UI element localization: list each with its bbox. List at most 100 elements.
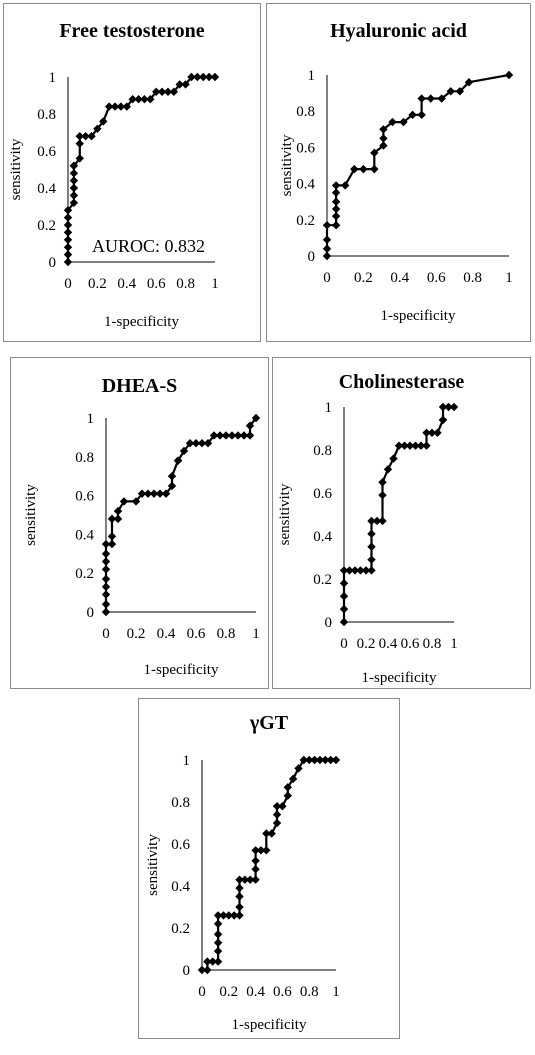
data-point-marker	[215, 431, 225, 440]
data-point-marker	[378, 516, 387, 526]
data-point-marker	[245, 431, 255, 440]
data-point-marker	[322, 235, 332, 244]
data-point-marker	[81, 132, 90, 141]
data-point-marker	[101, 574, 111, 584]
data-point-marker	[417, 110, 426, 120]
data-point-marker	[394, 441, 404, 450]
data-point-marker	[104, 102, 114, 111]
data-point-marker	[213, 930, 223, 939]
data-point-marker	[179, 446, 189, 456]
x-axis-label: 1-specificity	[381, 308, 456, 324]
chart-svg-ggt: γGT 0 0.2 0.4 0.6 0.8 1 0 0.2 0.4 0.6 0.8 1 1-specifi…	[145, 712, 341, 1033]
x-tick-label: 0.2	[127, 626, 146, 642]
data-point-marker	[101, 549, 111, 558]
data-point-marker	[245, 421, 255, 430]
data-point-marker	[224, 911, 233, 920]
x-tick-label: 0	[102, 626, 110, 642]
chart-svg-dhea-s: DHEA-S 0 0.2 0.4 0.6 0.8 1 0 0.2 0.4 0.6 0.8 1 1-spec…	[23, 375, 261, 678]
chart-title: Cholinesterase	[339, 371, 465, 393]
data-point-marker	[331, 188, 341, 197]
y-tick-label: 0	[87, 605, 95, 621]
chart-panel-cholinesterase: Cholinesterase 0 0.2 0.4 0.6 0.8 1 0 0.2 0.4 0.6 0.…	[272, 357, 531, 689]
data-point-marker	[367, 542, 376, 551]
data-point-marker	[87, 132, 96, 141]
data-point-marker	[383, 465, 393, 474]
data-point-marker	[63, 220, 73, 230]
roc-curve-line	[66, 75, 215, 262]
data-point-marker	[152, 87, 161, 96]
x-axis-label: 1-specificity	[104, 314, 179, 330]
x-tick-label: 0.8	[463, 270, 482, 286]
data-point-marker	[69, 183, 79, 193]
data-point-marker	[167, 472, 177, 481]
data-point-marker	[331, 755, 341, 765]
y-tick-label: 0.8	[313, 443, 332, 459]
roc-curve-line	[202, 758, 336, 972]
data-point-marker	[331, 197, 341, 206]
y-axis-label: sensitivity	[8, 138, 24, 200]
y-tick-label: 1	[87, 411, 95, 427]
data-point-marker	[173, 456, 183, 465]
data-point-marker	[322, 221, 332, 230]
data-point-marker	[251, 865, 260, 874]
data-point-marker	[321, 755, 330, 765]
data-point-marker	[140, 95, 149, 104]
data-point-marker	[75, 139, 84, 148]
data-point-marker	[167, 481, 177, 491]
x-tick-label: 0.4	[390, 270, 409, 286]
data-point-marker	[367, 529, 376, 539]
y-tick-label: 0.4	[313, 529, 332, 545]
data-point-marker	[400, 441, 409, 450]
data-point-marker	[411, 441, 420, 450]
data-point-marker	[113, 506, 123, 516]
data-point-marker	[350, 164, 359, 174]
data-point-marker	[417, 94, 426, 103]
data-point-marker	[331, 221, 341, 230]
x-tick-label: 0	[198, 984, 206, 1000]
data-point-marker	[63, 250, 73, 259]
y-tick-label: 1	[308, 68, 316, 84]
data-point-marker	[131, 497, 141, 506]
y-tick-label: 0.2	[171, 921, 190, 937]
data-point-marker	[116, 102, 126, 111]
x-tick-label: 0	[323, 270, 331, 286]
data-point-marker	[63, 235, 73, 244]
data-point-marker	[370, 148, 379, 158]
data-point-marker	[444, 402, 453, 412]
data-point-marker	[63, 257, 73, 267]
data-point-marker	[278, 802, 287, 811]
data-point-marker	[426, 94, 435, 103]
chart-panel-free-testosterone: Free testosterone 0 0.2 0.4 0.6 0.8 1 0 0.2 0.4 0.…	[3, 3, 261, 342]
x-tick-label: 0.4	[157, 626, 176, 642]
data-point-marker	[416, 441, 426, 450]
data-point-marker	[101, 590, 111, 599]
y-tick-label: 0	[49, 255, 57, 271]
data-point-marker	[213, 957, 223, 966]
data-point-marker	[438, 415, 448, 425]
data-point-marker	[379, 125, 388, 134]
data-point-marker	[69, 198, 79, 207]
data-point-marker	[63, 228, 73, 237]
chart-title: Free testosterone	[59, 20, 204, 42]
data-point-marker	[272, 818, 282, 828]
x-tick-label: 1	[450, 636, 458, 652]
data-point-marker	[110, 102, 120, 111]
data-point-marker	[305, 755, 314, 765]
data-point-marker	[209, 431, 219, 440]
data-point-marker	[63, 243, 73, 252]
data-point-marker	[422, 428, 431, 437]
x-tick-label: 0.4	[246, 984, 265, 1000]
data-point-marker	[221, 431, 231, 440]
y-axis-label: sensitivity	[279, 134, 295, 196]
x-tick-label: 1	[505, 270, 513, 286]
data-point-marker	[69, 191, 79, 200]
y-tick-label: 0.6	[37, 144, 56, 160]
data-point-marker	[262, 846, 271, 855]
y-tick-label: 0.4	[75, 527, 94, 543]
data-point-marker	[208, 957, 217, 966]
data-point-marker	[233, 431, 243, 440]
data-point-marker	[197, 439, 207, 448]
data-point-marker	[75, 132, 84, 141]
auroc-annotation: AUROC: 0.832	[92, 236, 205, 256]
data-point-marker	[93, 124, 102, 133]
